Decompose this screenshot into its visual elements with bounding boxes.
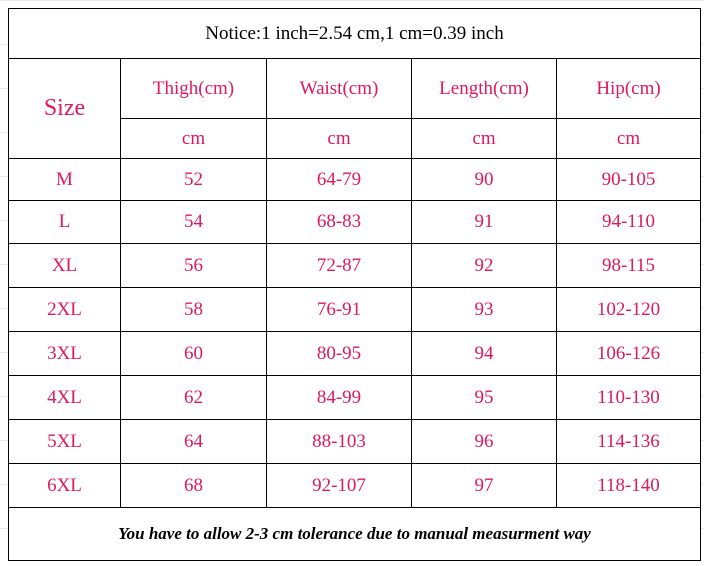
- measurement: 95: [411, 375, 557, 420]
- measurement: 80-95: [266, 331, 412, 376]
- unit-label: cm: [266, 118, 412, 159]
- size-label: L: [8, 200, 121, 244]
- measurement: 76-91: [266, 287, 412, 332]
- measurement: 92: [411, 243, 557, 288]
- notice: Notice:1 inch=2.54 cm,1 cm=0.39 inch: [8, 8, 701, 59]
- measurement: 72-87: [266, 243, 412, 288]
- measurement: 88-103: [266, 419, 412, 464]
- size-label: 6XL: [8, 463, 121, 508]
- measurement: 114-136: [556, 419, 701, 464]
- size-label: XL: [8, 243, 121, 288]
- unit-label: cm: [411, 118, 557, 159]
- measurement: 91: [411, 200, 557, 244]
- unit-label: cm: [556, 118, 701, 159]
- measurement: 56: [120, 243, 267, 288]
- measurement: 90-105: [556, 158, 701, 201]
- size-header: Size: [8, 58, 121, 159]
- footer-note: You have to allow 2-3 cm tolerance due t…: [8, 507, 701, 561]
- measurement: 118-140: [556, 463, 701, 508]
- measurement: 94-110: [556, 200, 701, 244]
- measurement: 90: [411, 158, 557, 201]
- column-header: Thigh(cm): [120, 58, 267, 119]
- measurement: 102-120: [556, 287, 701, 332]
- measurement: 106-126: [556, 331, 701, 376]
- measurement: 68: [120, 463, 267, 508]
- column-header: Length(cm): [411, 58, 557, 119]
- measurement: 64: [120, 419, 267, 464]
- measurement: 60: [120, 331, 267, 376]
- size-label: 2XL: [8, 287, 121, 332]
- measurement: 68-83: [266, 200, 412, 244]
- measurement: 98-115: [556, 243, 701, 288]
- measurement: 52: [120, 158, 267, 201]
- size-label: 5XL: [8, 419, 121, 464]
- measurement: 64-79: [266, 158, 412, 201]
- measurement: 110-130: [556, 375, 701, 420]
- measurement: 62: [120, 375, 267, 420]
- unit-label: cm: [120, 118, 267, 159]
- column-header: Waist(cm): [266, 58, 412, 119]
- size-label: M: [8, 158, 121, 201]
- measurement: 58: [120, 287, 267, 332]
- measurement: 93: [411, 287, 557, 332]
- size-label: 3XL: [8, 331, 121, 376]
- size-label: 4XL: [8, 375, 121, 420]
- measurement: 97: [411, 463, 557, 508]
- column-header: Hip(cm): [556, 58, 701, 119]
- measurement: 96: [411, 419, 557, 464]
- measurement: 84-99: [266, 375, 412, 420]
- measurement: 92-107: [266, 463, 412, 508]
- measurement: 54: [120, 200, 267, 244]
- measurement: 94: [411, 331, 557, 376]
